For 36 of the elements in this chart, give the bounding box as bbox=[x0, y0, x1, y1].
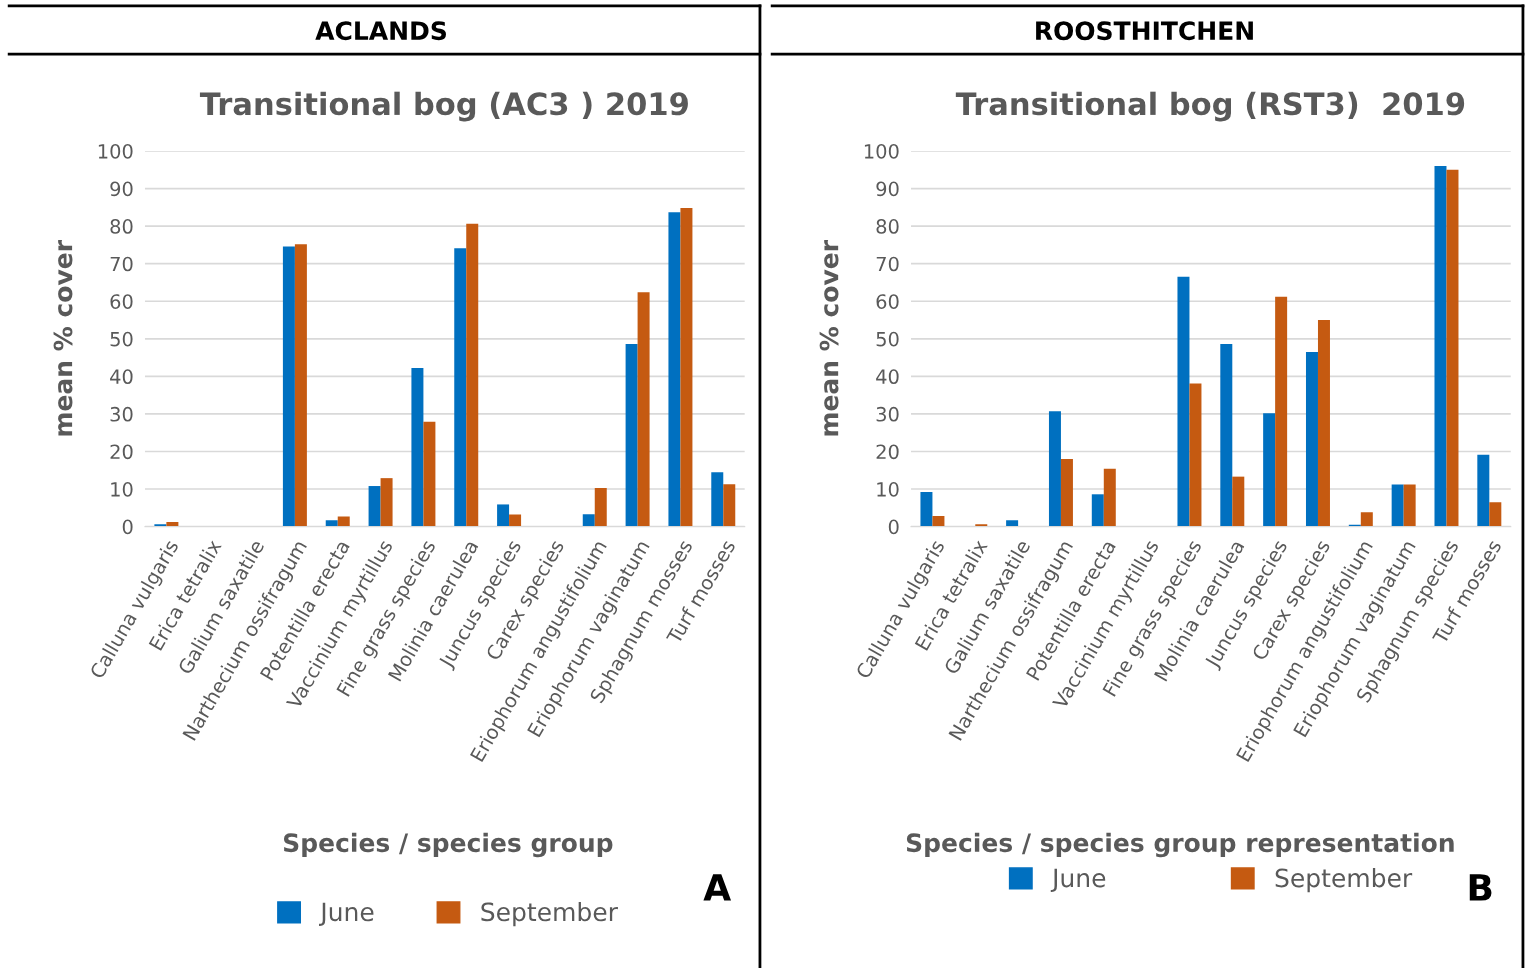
chart-title: Transitional bog (AC3 ) 2019 bbox=[199, 91, 688, 122]
y-tick-label: 70 bbox=[876, 256, 899, 272]
y-tick-label: 40 bbox=[876, 369, 899, 385]
y-tick-label: 70 bbox=[110, 256, 133, 272]
y-tick-label: 60 bbox=[876, 294, 899, 309]
legend-label: June bbox=[319, 902, 374, 926]
y-tick-label: 0 bbox=[122, 519, 133, 535]
y-tick-label: 100 bbox=[98, 143, 133, 159]
y-tick-label: 90 bbox=[876, 181, 899, 197]
y-tick-label: 80 bbox=[110, 219, 133, 234]
chart-title: Transitional bog (RST3) 2019 bbox=[955, 91, 1465, 122]
y-tick-label: 40 bbox=[110, 369, 133, 385]
y-tick-label: 30 bbox=[876, 406, 899, 422]
y-tick-label: 80 bbox=[876, 219, 899, 234]
text: ROOSTHITCHEN bbox=[1036, 21, 1253, 41]
y-axis-title: mean % cover bbox=[53, 240, 73, 436]
y-tick-label: 60 bbox=[110, 294, 133, 309]
x-axis-title: Species / species group representation bbox=[906, 832, 1454, 858]
y-tick-label: 20 bbox=[110, 444, 133, 460]
text: B bbox=[1469, 874, 1492, 901]
y-tick-label: 50 bbox=[876, 331, 899, 347]
y-tick-label: 90 bbox=[110, 181, 133, 197]
y-tick-label: 0 bbox=[888, 519, 899, 535]
legend-label: September bbox=[1275, 868, 1413, 893]
x-axis-title: Species / species group bbox=[283, 832, 613, 858]
text: A bbox=[703, 874, 732, 901]
y-tick-label: 10 bbox=[877, 481, 899, 497]
y-tick-label: 100 bbox=[864, 143, 899, 159]
text: ACLANDS bbox=[315, 21, 446, 41]
y-tick-label: 10 bbox=[111, 481, 133, 497]
y-tick-label: 30 bbox=[110, 406, 133, 422]
y-tick-label: 50 bbox=[110, 331, 133, 347]
legend-label: June bbox=[1050, 868, 1106, 893]
y-axis-title: mean % cover bbox=[819, 240, 839, 436]
legend-label: September bbox=[481, 901, 618, 927]
y-tick-label: 20 bbox=[876, 444, 899, 460]
